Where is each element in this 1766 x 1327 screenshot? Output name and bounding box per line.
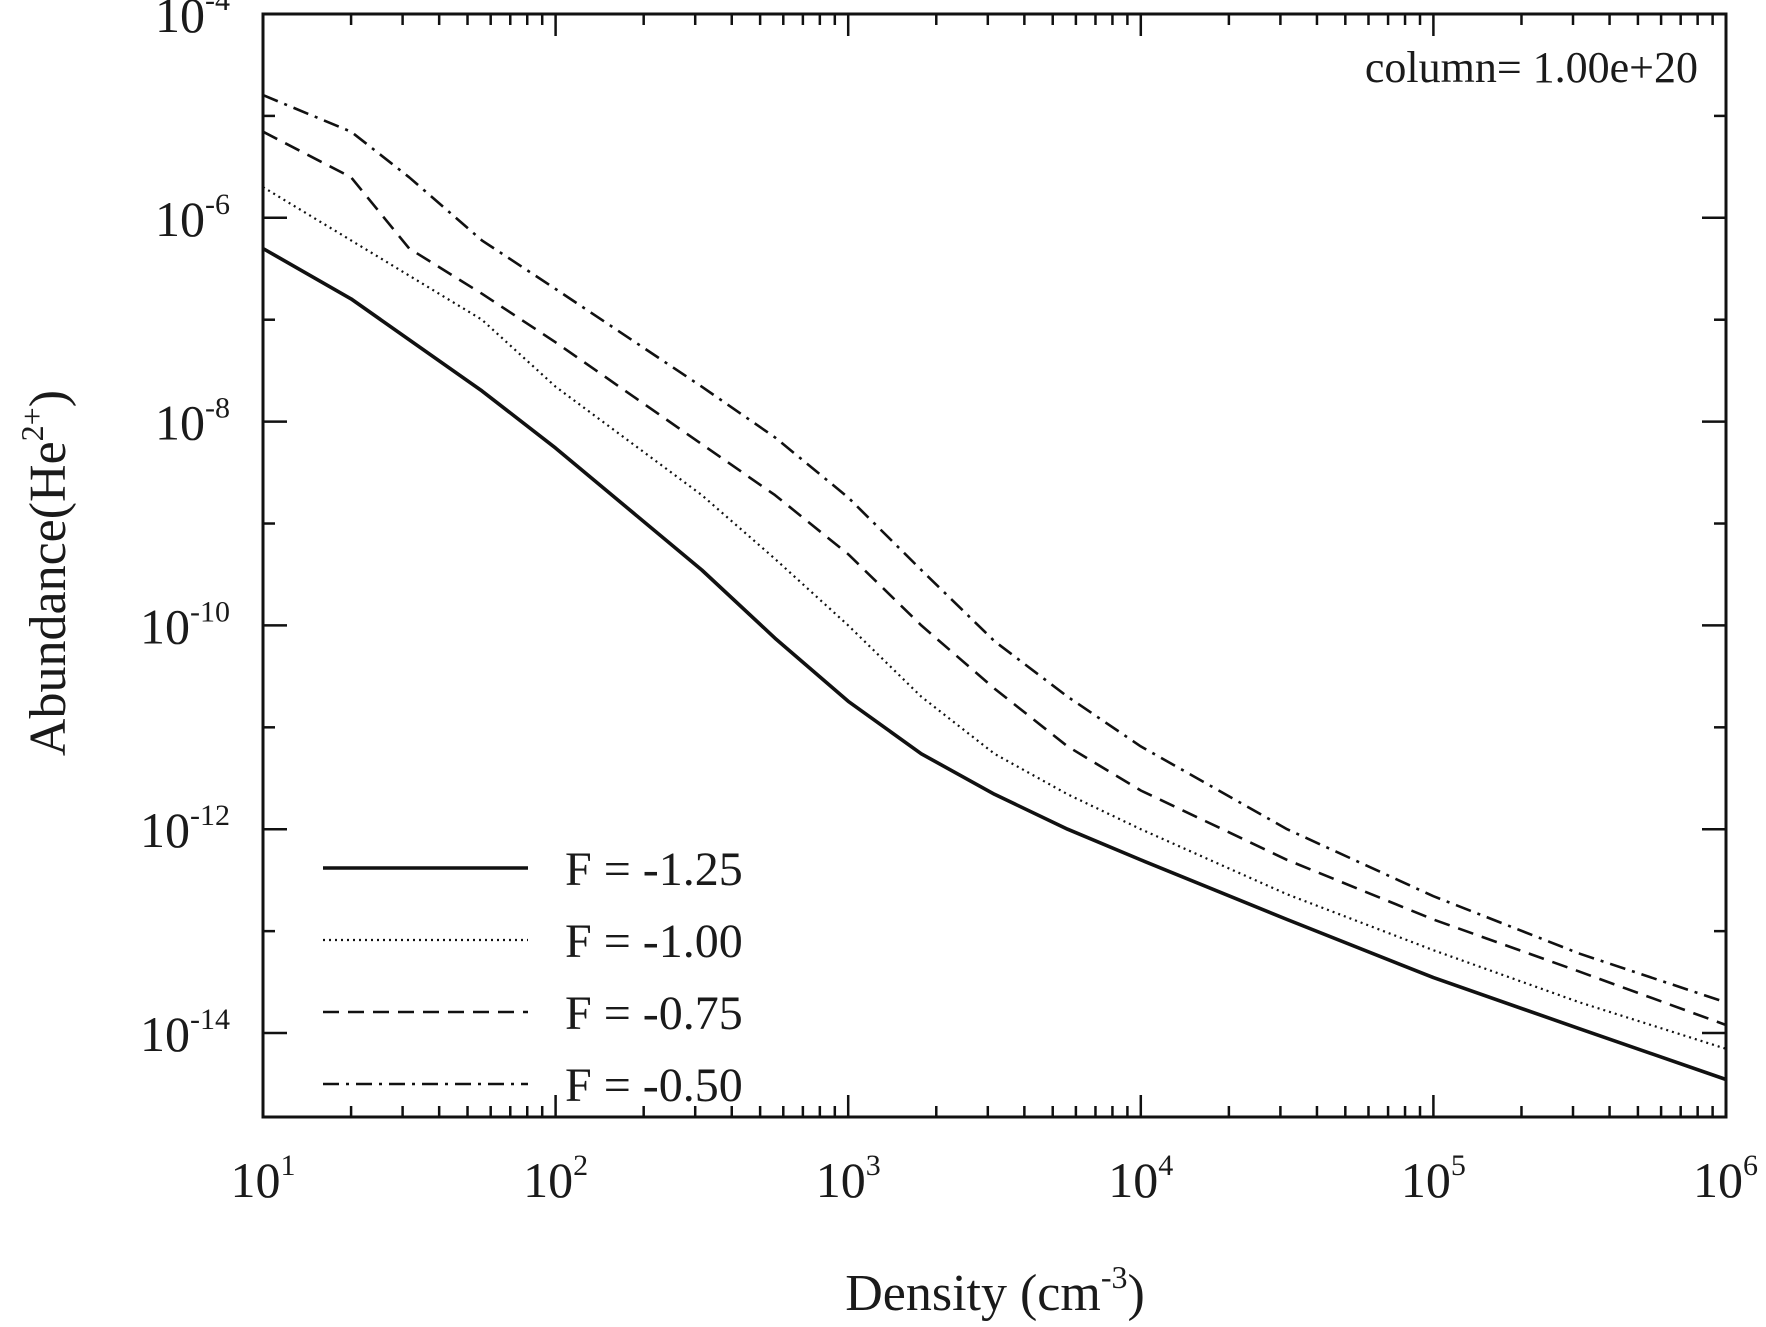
- y-tick-label: 10-12: [140, 799, 230, 858]
- legend: F = -1.25 F = -1.00 F = -0.75 F = -0.50: [323, 843, 743, 1112]
- y-tick-label-exp: -14: [190, 1003, 230, 1036]
- x-tick-label-base: 10: [523, 1152, 573, 1208]
- y-tick-label-base: 10: [155, 191, 205, 247]
- x-tick-label-exp: 5: [1451, 1149, 1466, 1182]
- x-tick-label-exp: 1: [281, 1149, 296, 1182]
- x-tick-label: 101: [231, 1149, 296, 1208]
- x-tick-label-exp: 3: [866, 1149, 881, 1182]
- y-tick-label: 10-14: [140, 1003, 230, 1062]
- legend-label: F = -1.25: [565, 843, 743, 896]
- y-tick-label-exp: -6: [205, 188, 230, 221]
- y-tick-label: 10-8: [155, 392, 230, 451]
- series-line-2: [262, 186, 1727, 1050]
- x-tick-label-exp: 4: [1158, 1149, 1173, 1182]
- x-tick-label-base: 10: [1401, 1152, 1451, 1208]
- y-tick-label: 10-6: [155, 188, 230, 247]
- x-axis-title-exp: -3: [1101, 1259, 1128, 1295]
- y-tick-label-exp: -10: [190, 595, 230, 628]
- ticks-layer: [261, 12, 1726, 1117]
- annotation-column: column= 1.00e+20: [1365, 43, 1698, 92]
- legend-label: F = -0.75: [565, 987, 743, 1040]
- x-axis-title: Density (cm-3): [845, 1259, 1145, 1322]
- x-tick-label-base: 10: [1108, 1152, 1158, 1208]
- x-tick-label-exp: 6: [1743, 1149, 1758, 1182]
- x-tick-label: 106: [1693, 1149, 1758, 1208]
- x-tick-label-base: 10: [231, 1152, 281, 1208]
- y-tick-label-base: 10: [155, 395, 205, 451]
- y-axis-title-base: Abundance(He: [20, 441, 77, 756]
- legend-label: F = -0.50: [565, 1059, 743, 1112]
- x-tick-label: 104: [1108, 1149, 1173, 1208]
- y-tick-label: 10-10: [140, 595, 230, 654]
- y-tick-label-base: 10: [155, 0, 205, 43]
- x-tick-label: 103: [816, 1149, 881, 1208]
- x-axis-title-base: Density (cm: [845, 1265, 1101, 1322]
- y-tick-label-base: 10: [140, 598, 190, 654]
- y-tick-label-exp: -12: [190, 799, 230, 832]
- y-axis-title-close: ): [20, 390, 77, 407]
- x-axis-title-close: ): [1127, 1265, 1144, 1322]
- series-line-3: [262, 130, 1727, 1027]
- x-tick-label: 105: [1401, 1149, 1466, 1208]
- series-line-1: [262, 246, 1727, 1082]
- y-tick-label-exp: -4: [205, 0, 230, 17]
- y-axis-title: Abundance(He2+): [14, 390, 77, 756]
- legend-label: F = -1.00: [565, 915, 743, 968]
- y-axis-title-exp: 2+: [14, 407, 50, 441]
- y-tick-label-base: 10: [140, 1006, 190, 1062]
- y-tick-label: 10-4: [155, 0, 230, 43]
- x-tick-label-base: 10: [816, 1152, 866, 1208]
- labels-layer: 101 102 103 104 105 10610-1410-1210-1010-810-…: [140, 0, 1758, 1208]
- x-tick-label: 102: [523, 1149, 588, 1208]
- x-tick-label-exp: 2: [573, 1149, 588, 1182]
- series-layer: [262, 93, 1727, 1082]
- series-line-4: [262, 93, 1727, 1004]
- y-tick-label-exp: -8: [205, 392, 230, 425]
- y-tick-label-base: 10: [140, 802, 190, 858]
- plot-frame: [261, 12, 1728, 1119]
- x-tick-label-base: 10: [1693, 1152, 1743, 1208]
